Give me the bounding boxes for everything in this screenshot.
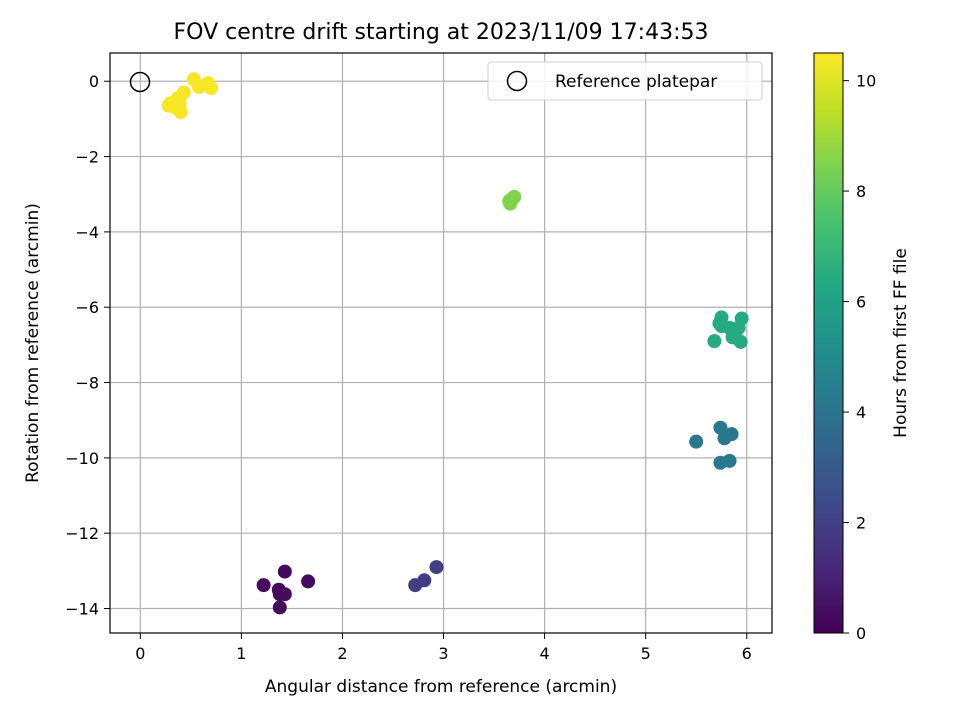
- data-point: [272, 600, 287, 615]
- data-point: [689, 434, 704, 449]
- y-tick-label: −12: [65, 524, 99, 543]
- chart-title: FOV centre drift starting at 2023/11/09 …: [174, 20, 709, 45]
- x-tick-label: 1: [236, 644, 246, 663]
- y-tick-label: −2: [75, 148, 99, 167]
- colorbar-tick-label: 4: [856, 403, 866, 422]
- x-tick-label: 6: [742, 644, 752, 663]
- x-tick-label: 5: [641, 644, 651, 663]
- plot-frame: [109, 52, 773, 634]
- data-point: [707, 334, 722, 349]
- data-point: [724, 427, 739, 442]
- data-point: [172, 96, 187, 111]
- data-point: [733, 334, 748, 349]
- grid-lines: [110, 53, 772, 633]
- colorbar-tick-label: 2: [856, 514, 866, 533]
- colorbar-label: Hours from first FF file: [891, 248, 911, 438]
- legend-marker: [506, 70, 528, 92]
- legend-box: [487, 61, 763, 101]
- data-point: [417, 573, 432, 588]
- reference-platepar-marker: [129, 71, 151, 93]
- data-point: [734, 311, 749, 326]
- data-point: [301, 574, 316, 589]
- colorbar-tick-label: 6: [856, 293, 866, 312]
- legend-label: Reference platepar: [555, 72, 717, 92]
- x-tick-label: 3: [438, 644, 448, 663]
- y-tick-label: −14: [65, 600, 99, 619]
- y-tick-label: 0: [89, 72, 99, 91]
- colorbar-tick-label: 0: [856, 624, 866, 643]
- data-point: [429, 560, 444, 575]
- legend: Reference platepar: [487, 61, 763, 101]
- x-axis: 0 1 2 3 4 5 6: [135, 633, 752, 663]
- colorbar: 0 2 4 6 8 10 Hours from first FF file: [813, 52, 911, 643]
- data-point: [204, 81, 219, 96]
- colorbar-ticks: 0 2 4 6 8 10: [843, 72, 876, 643]
- data-point: [507, 189, 522, 204]
- x-tick-label: 4: [540, 644, 550, 663]
- data-point: [256, 578, 271, 593]
- x-axis-label: Angular distance from reference (arcmin): [265, 677, 617, 697]
- y-tick-label: −4: [75, 223, 99, 242]
- y-axis: 0 −2 −4 −6 −8 −10 −12 −14: [65, 72, 110, 619]
- data-points: [161, 72, 749, 615]
- colorbar-tick-label: 8: [856, 182, 866, 201]
- data-point: [277, 587, 292, 602]
- y-tick-label: −6: [75, 298, 99, 317]
- x-tick-label: 2: [337, 644, 347, 663]
- x-tick-label: 0: [135, 644, 145, 663]
- data-point: [713, 420, 728, 435]
- data-point: [722, 453, 737, 468]
- y-tick-label: −8: [75, 374, 99, 393]
- data-point: [277, 564, 292, 579]
- colorbar-tick-label: 10: [856, 72, 876, 91]
- y-axis-label: Rotation from reference (arcmin): [23, 203, 43, 483]
- y-tick-label: −10: [65, 449, 99, 468]
- colorbar-gradient: [813, 52, 844, 634]
